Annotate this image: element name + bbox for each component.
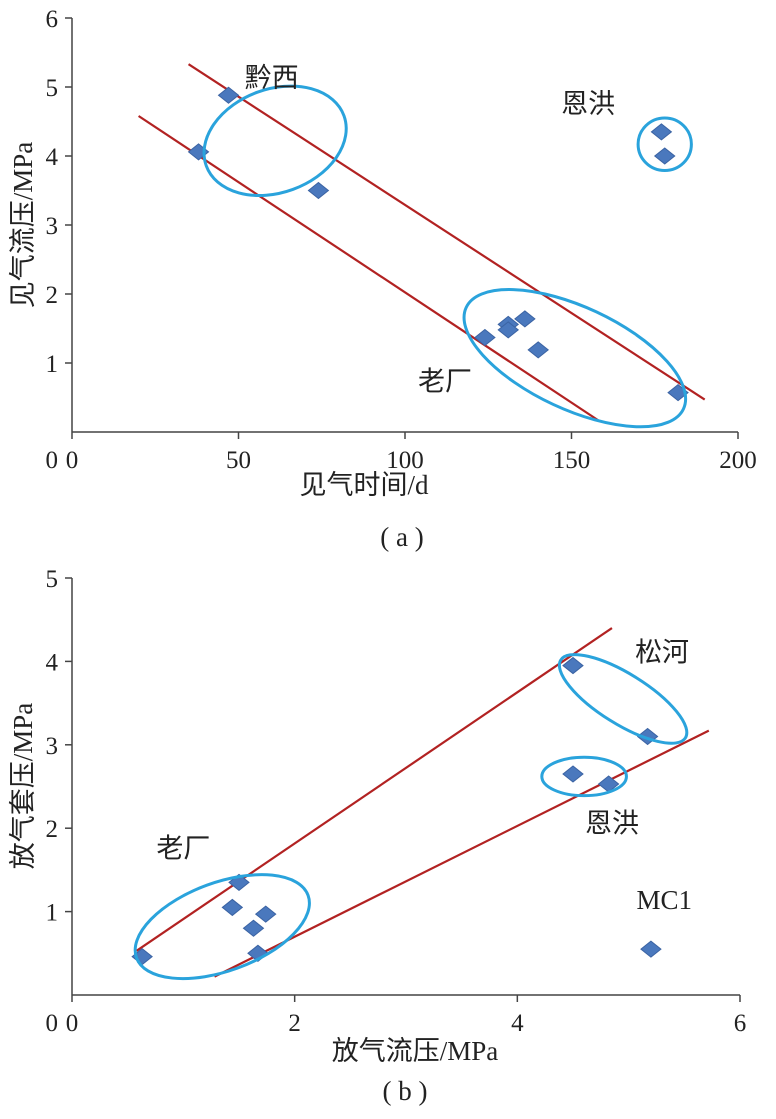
chart-b-y-tick-label: 2 (46, 816, 59, 843)
chart-b-group-ellipse (540, 755, 628, 798)
chart-b-data-point (221, 898, 244, 917)
chart-a-x-tick-label: 150 (553, 447, 591, 474)
chart-b-data-point (562, 656, 584, 675)
chart-b-origin-label: 0 (46, 1010, 59, 1037)
chart-a-data-point (527, 341, 550, 359)
chart-a-group-ellipse (202, 84, 348, 198)
chart-a-origin-label: 0 (46, 447, 59, 474)
chart-a-x-axis-label: 见气时间/d (299, 470, 429, 500)
chart-a-group-ellipse (636, 116, 693, 172)
chart-a-data-point (217, 86, 240, 104)
chart-b-y-tick-label: 3 (46, 733, 59, 760)
chart-b-data-point (640, 940, 662, 958)
chart-a-y-tick-label: 1 (46, 351, 59, 378)
chart-b-data-point (597, 775, 620, 793)
chart-a-group-ellipse (462, 288, 688, 429)
chart-b-trend-line (135, 627, 613, 952)
chart-a-x-tick-label: 0 (66, 447, 79, 474)
chart-a-group-label: 老厂 (418, 367, 472, 397)
chart-a-y-tick-label: 3 (46, 213, 59, 240)
chart-a-trend-line (187, 63, 706, 401)
chart-a-data-point (474, 328, 496, 347)
chart-a-x-tick-label: 50 (226, 447, 251, 474)
chart-b-y-axis-label: 放气套压/MPa (8, 703, 38, 870)
chart-a-data-point (307, 181, 330, 200)
chart-b-y-tick-label: 5 (46, 566, 59, 593)
chart-b-x-tick-label: 6 (734, 1010, 747, 1037)
chart-a-trend-line (137, 115, 599, 422)
chart-a-caption: ( a ) (380, 522, 423, 552)
chart-a-x-tick-label: 200 (719, 447, 757, 474)
chart-a-group-label: 恩洪 (561, 89, 615, 119)
chart-a-data-point (497, 321, 520, 339)
chart-a-x-tick-label: 100 (386, 447, 424, 474)
chart-a-y-tick-label: 5 (46, 75, 59, 102)
chart-b-group-label: 老厂 (156, 833, 210, 863)
chart-b-y-tick-label: 4 (46, 649, 59, 676)
chart-b-x-axis-label: 放气流压/MPa (332, 1036, 499, 1066)
chart-a-y-axis-label: 见气流压/MPa (8, 142, 38, 309)
chart-b-x-tick-label: 0 (66, 1010, 79, 1037)
chart-b-x-tick-label: 2 (288, 1010, 301, 1037)
chart-b-x-tick-label: 4 (511, 1010, 524, 1037)
chart-b-data-point (562, 765, 584, 783)
chart-b-data-point (254, 905, 277, 923)
chart-a-y-tick-label: 2 (46, 282, 59, 309)
chart-b-group-ellipse (557, 653, 689, 745)
chart-b-group-label: 恩洪 (585, 808, 639, 838)
chart-a-data-point (653, 147, 676, 165)
chart-a-data-point (650, 123, 673, 141)
chart-a-y-tick-label: 4 (46, 144, 59, 171)
chart-a-data-point (514, 310, 536, 328)
chart-b-group-label: 松河 (635, 637, 689, 667)
chart-b-point-label: MC1 (637, 885, 693, 915)
chart-a-group-label: 黔西 (245, 63, 299, 93)
chart-b-caption: ( b ) (383, 1076, 428, 1106)
chart-b-data-point (242, 919, 265, 937)
chart-b-y-tick-label: 1 (46, 900, 59, 927)
chart-b-group-ellipse (133, 873, 311, 981)
chart-a-y-tick-label: 6 (46, 6, 59, 33)
